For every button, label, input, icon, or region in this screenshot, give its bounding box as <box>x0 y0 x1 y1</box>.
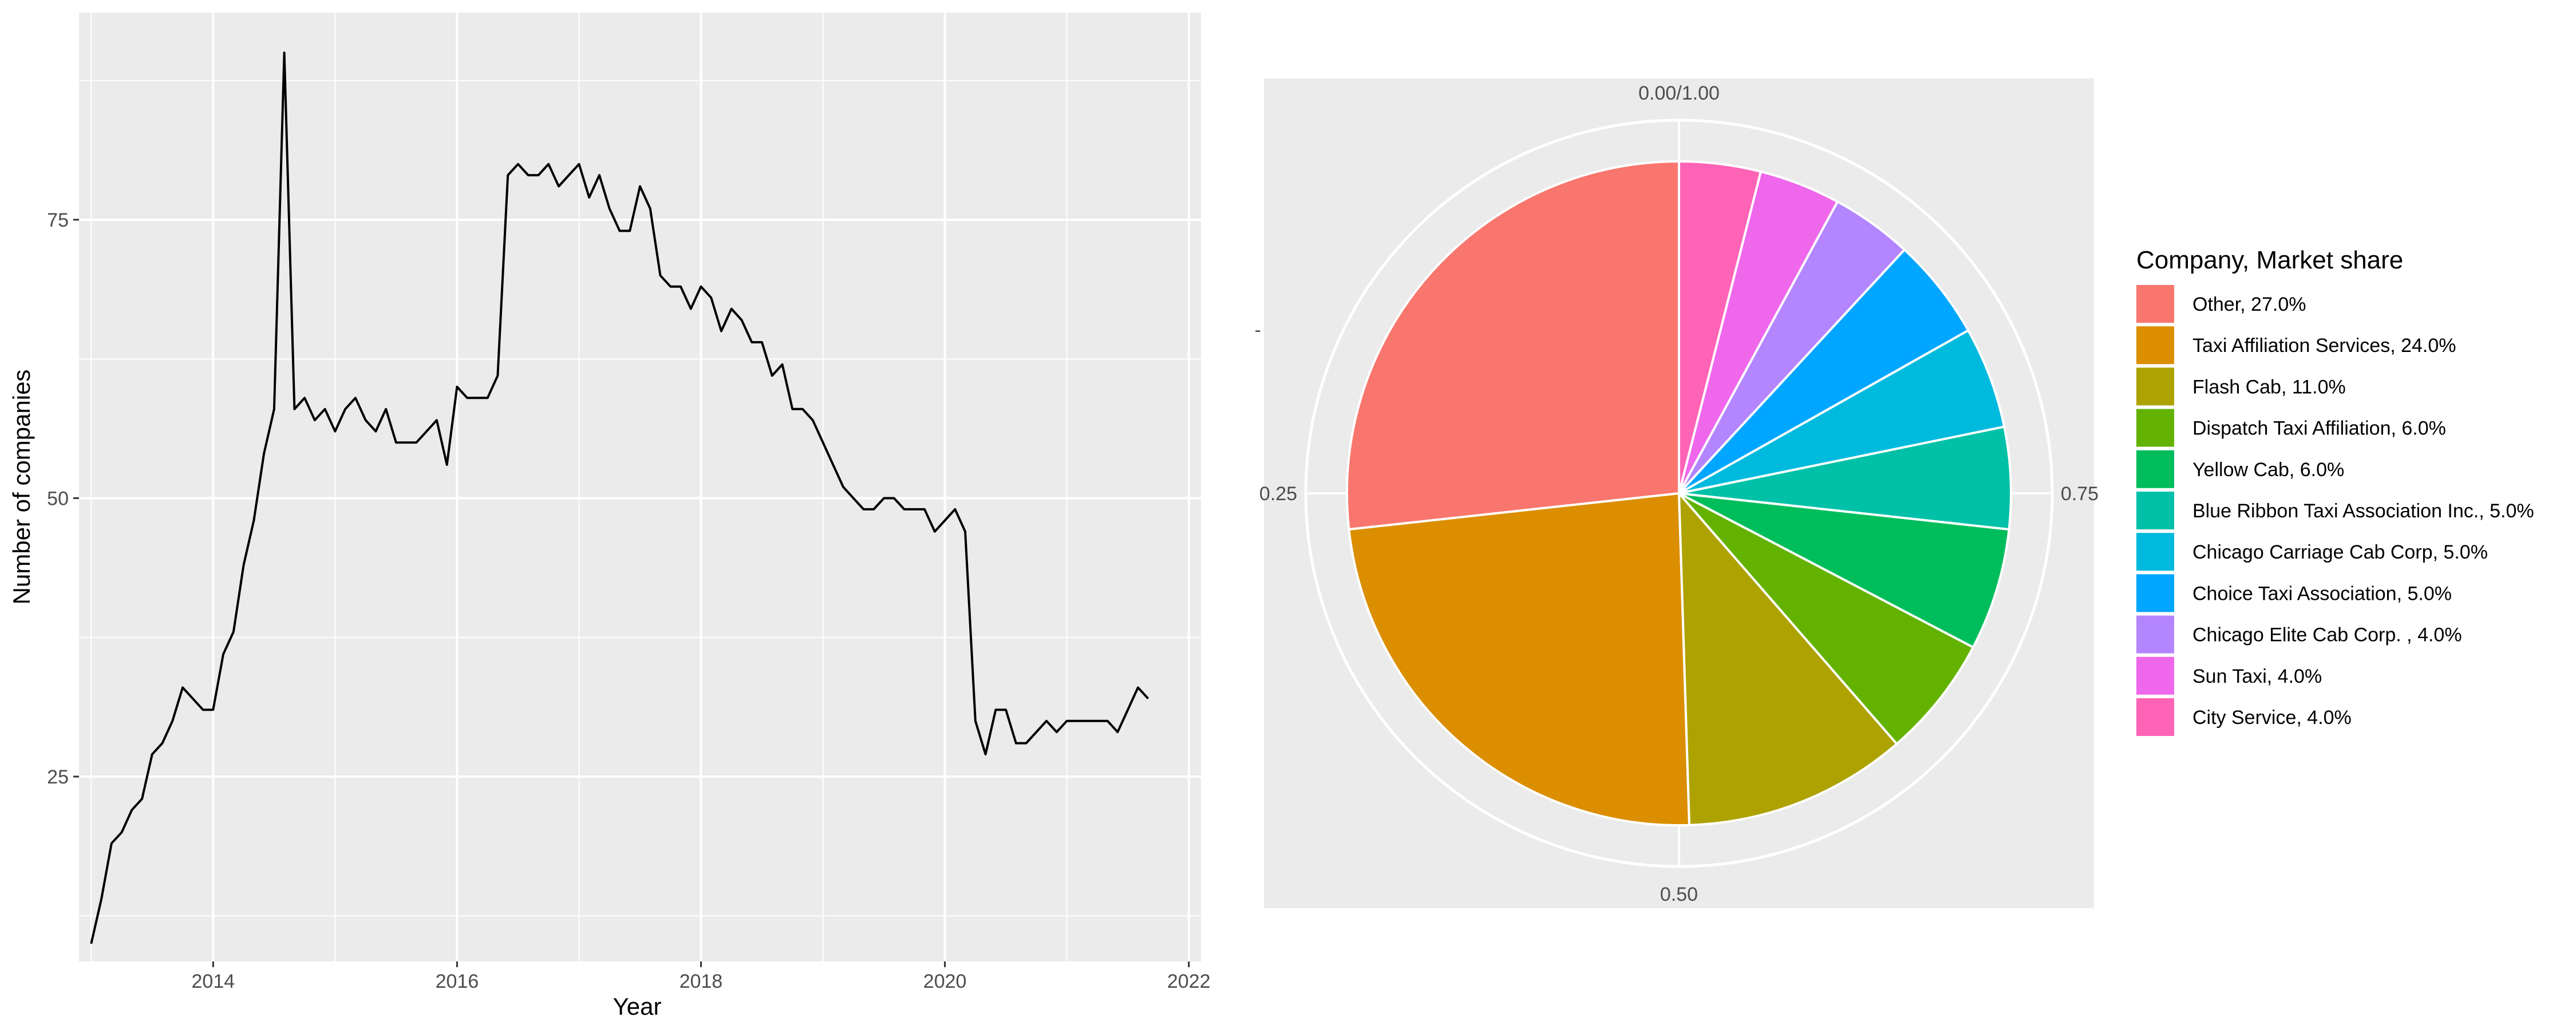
legend-key <box>2136 450 2174 488</box>
x-tick-label: 2022 <box>1167 971 1211 992</box>
legend-label: Sun Taxi, 4.0% <box>2192 666 2322 687</box>
y-tick-label: 50 <box>47 488 69 509</box>
legend-items: Other, 27.0% Taxi Affiliation Services, 2… <box>2136 285 2534 736</box>
pie-slice <box>1346 160 1680 531</box>
pie-chart: 0.00/1.00 0.25 0.50 0.75 - <box>1255 78 2099 908</box>
legend-key <box>2136 367 2174 406</box>
pie-slice <box>1678 329 2006 494</box>
pie-theta-gridlines <box>1306 120 2052 866</box>
pie-slice <box>1678 160 1762 494</box>
line-chart-panel <box>79 13 1201 961</box>
legend-label: Blue Ribbon Taxi Association Inc., 5.0% <box>2192 500 2534 522</box>
legend-label: Choice Taxi Association, 5.0% <box>2192 583 2452 604</box>
y-tick-label: 25 <box>47 766 69 788</box>
legend-label: Dispatch Taxi Affiliation, 6.0% <box>2192 418 2446 440</box>
line-chart-minor-gridlines <box>79 13 1201 961</box>
legend-label: City Service, 4.0% <box>2192 707 2352 729</box>
pie-slices <box>1346 160 2012 826</box>
legend-label: Chicago Elite Cab Corp. , 4.0% <box>2192 624 2462 646</box>
pie-y-axis-tick: - <box>1255 319 1261 341</box>
legend-key <box>2136 492 2174 529</box>
x-axis-ticks: 2014 2016 2018 2020 2022 <box>192 961 1211 992</box>
legend-key <box>2136 533 2174 571</box>
legend-label: Chicago Carriage Cab Corp, 5.0% <box>2192 541 2488 563</box>
y-tick-label: 75 <box>47 209 69 231</box>
legend: Company, Market share Other, 27.0% Taxi A… <box>2136 246 2534 736</box>
legend-title: Company, Market share <box>2136 246 2403 274</box>
line-chart-major-gridlines <box>79 13 1201 961</box>
x-tick-label: 2014 <box>192 971 235 992</box>
pie-slice <box>1678 492 1974 745</box>
series-line <box>90 52 1149 944</box>
legend-key <box>2136 409 2174 447</box>
pie-slice <box>1678 248 1970 494</box>
legend-label: Yellow Cab, 6.0% <box>2192 459 2344 481</box>
x-tick-label: 2016 <box>436 971 479 992</box>
pie-theta-tick-label: 0.00/1.00 <box>1638 82 1720 104</box>
legend-label: Flash Cab, 11.0% <box>2192 376 2346 398</box>
pie-theta-tick-label: 0.25 <box>1259 483 1297 505</box>
pie-theta-tick-label: 0.50 <box>1660 884 1698 905</box>
legend-label: Taxi Affiliation Services, 24.0% <box>2192 335 2456 357</box>
pie-slice <box>1678 425 2012 531</box>
pie-theta-tick-labels: 0.00/1.00 0.25 0.50 0.75 <box>1259 82 2099 905</box>
pie-slice <box>1678 492 1898 826</box>
line-chart-series <box>90 52 1149 944</box>
line-chart: 2014 2016 2018 2020 2022 25 50 75 Year Number … <box>8 13 1211 1020</box>
legend-key <box>2136 326 2174 365</box>
legend-key <box>2136 656 2174 695</box>
legend-key <box>2136 285 2174 323</box>
pie-theta-tick-label: 0.75 <box>2061 483 2099 505</box>
legend-key <box>2136 615 2174 654</box>
x-axis-title: Year <box>613 993 662 1020</box>
y-axis-title: Number of companies <box>8 370 35 605</box>
legend-label: Other, 27.0% <box>2192 294 2306 315</box>
x-tick-label: 2018 <box>679 971 723 992</box>
x-tick-label: 2020 <box>923 971 967 992</box>
pie-slice <box>1348 492 1691 826</box>
pie-slice <box>1678 492 2010 648</box>
y-axis-ticks: 25 50 75 <box>47 209 79 788</box>
legend-key <box>2136 574 2174 612</box>
legend-key <box>2136 698 2174 736</box>
